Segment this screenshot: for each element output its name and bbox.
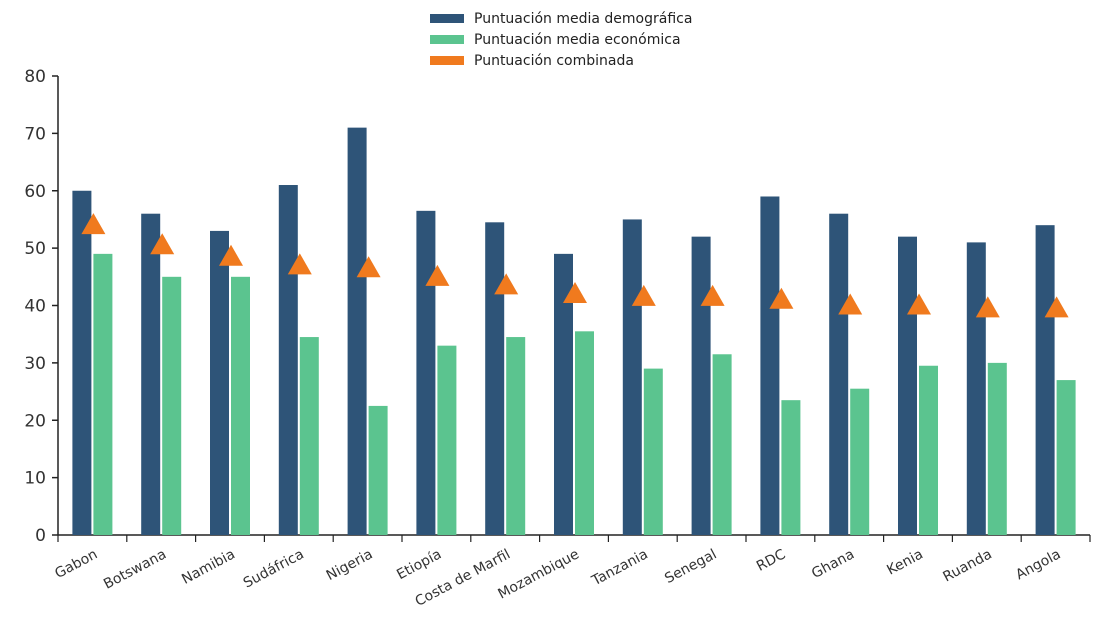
x-category-label: RDC bbox=[754, 546, 788, 574]
bar-economica-9 bbox=[712, 354, 732, 535]
bar-economica-1 bbox=[162, 276, 182, 535]
legend-swatch-1 bbox=[430, 35, 464, 44]
bar-economica-2 bbox=[231, 276, 250, 535]
x-axis-labels: Gabon Botswana Namibia Sudáfrica Nigeria Etio… bbox=[52, 546, 1063, 610]
bar-demografica-10 bbox=[760, 196, 780, 536]
bar-economica-12 bbox=[919, 365, 938, 535]
y-tick-label: 0 bbox=[35, 526, 46, 546]
legend: Puntuación media demográfica Puntuación m… bbox=[430, 11, 692, 69]
bar-demografica-11 bbox=[829, 213, 849, 535]
y-tick-label: 40 bbox=[24, 297, 46, 317]
legend-label-1: Puntuación media económica bbox=[474, 32, 681, 48]
y-tick-label: 70 bbox=[24, 124, 46, 144]
bar-demografica-5 bbox=[416, 210, 436, 536]
bar-demografica-4 bbox=[347, 127, 367, 535]
marker-combinada-8 bbox=[631, 284, 656, 306]
marker-combinada-6 bbox=[494, 273, 519, 295]
bar-economica-13 bbox=[987, 362, 1007, 535]
marker-combinada-3 bbox=[287, 253, 312, 275]
legend-label-0: Puntuación media demográfica bbox=[474, 11, 692, 27]
marker-combinada-1 bbox=[150, 233, 175, 255]
bar-demografica-0 bbox=[72, 190, 92, 535]
x-category-label: Namibia bbox=[179, 546, 238, 587]
x-category-label: Botswana bbox=[101, 546, 169, 592]
x-category-label: Ghana bbox=[809, 546, 857, 582]
bar-demografica-6 bbox=[485, 222, 505, 535]
y-tick-label: 50 bbox=[24, 239, 46, 259]
bar-demografica-8 bbox=[622, 219, 642, 535]
marker-combinada-9 bbox=[700, 284, 725, 306]
marker-combinada-0 bbox=[81, 213, 106, 235]
x-category-label: Nigeria bbox=[324, 546, 376, 584]
bar-economica-6 bbox=[506, 337, 526, 535]
bar-demografica-7 bbox=[554, 253, 573, 536]
y-tick-label: 80 bbox=[24, 67, 46, 87]
marker-combinada-13 bbox=[975, 296, 1000, 318]
bar-demografica-13 bbox=[966, 242, 986, 535]
bar-economica-14 bbox=[1056, 380, 1076, 535]
markers bbox=[81, 213, 1069, 318]
x-category-label: Etiopía bbox=[394, 546, 444, 583]
y-tick-label: 10 bbox=[24, 469, 46, 489]
x-category-label: Senegal bbox=[662, 546, 719, 587]
y-tick-label: 20 bbox=[24, 411, 46, 431]
bar-demografica-9 bbox=[691, 236, 711, 535]
x-category-label: Tanzania bbox=[588, 546, 650, 589]
bar-demografica-12 bbox=[898, 236, 917, 535]
bar-economica-8 bbox=[643, 368, 663, 535]
x-category-label: Ruanda bbox=[940, 546, 994, 585]
marker-combinada-4 bbox=[356, 256, 381, 278]
bar-economica-10 bbox=[781, 400, 801, 535]
marker-combinada-12 bbox=[907, 293, 931, 315]
legend-swatch-0 bbox=[430, 14, 464, 23]
x-category-label: Gabon bbox=[52, 546, 100, 582]
x-category-label: Kenia bbox=[884, 546, 925, 578]
bar-demografica-3 bbox=[278, 185, 298, 535]
y-tick-label: 60 bbox=[24, 182, 46, 202]
marker-combinada-5 bbox=[425, 264, 450, 286]
legend-label-2: Puntuación combinada bbox=[474, 53, 634, 69]
bar-economica-11 bbox=[850, 388, 870, 535]
x-category-label: Sudáfrica bbox=[241, 546, 307, 591]
bar-economica-3 bbox=[299, 337, 319, 535]
marker-combinada-11 bbox=[838, 293, 863, 315]
x-category-label: Angola bbox=[1013, 546, 1063, 583]
bar-economica-5 bbox=[437, 345, 457, 535]
axes: 0 10 20 30 40 50 60 70 80 bbox=[24, 67, 1091, 546]
bar-demografica-2 bbox=[210, 230, 229, 535]
marker-combinada-7 bbox=[563, 282, 587, 304]
bar-demografica-14 bbox=[1035, 225, 1055, 536]
marker-combinada-10 bbox=[769, 287, 794, 309]
bar-economica-0 bbox=[93, 253, 113, 536]
marker-combinada-2 bbox=[219, 244, 243, 266]
bar-demografica-1 bbox=[141, 213, 161, 535]
bars bbox=[72, 127, 1076, 536]
marker-combinada-14 bbox=[1044, 296, 1069, 318]
legend-swatch-2 bbox=[430, 56, 464, 65]
y-tick-label: 30 bbox=[24, 354, 46, 374]
bar-economica-7 bbox=[575, 331, 594, 535]
bar-economica-4 bbox=[368, 405, 388, 535]
